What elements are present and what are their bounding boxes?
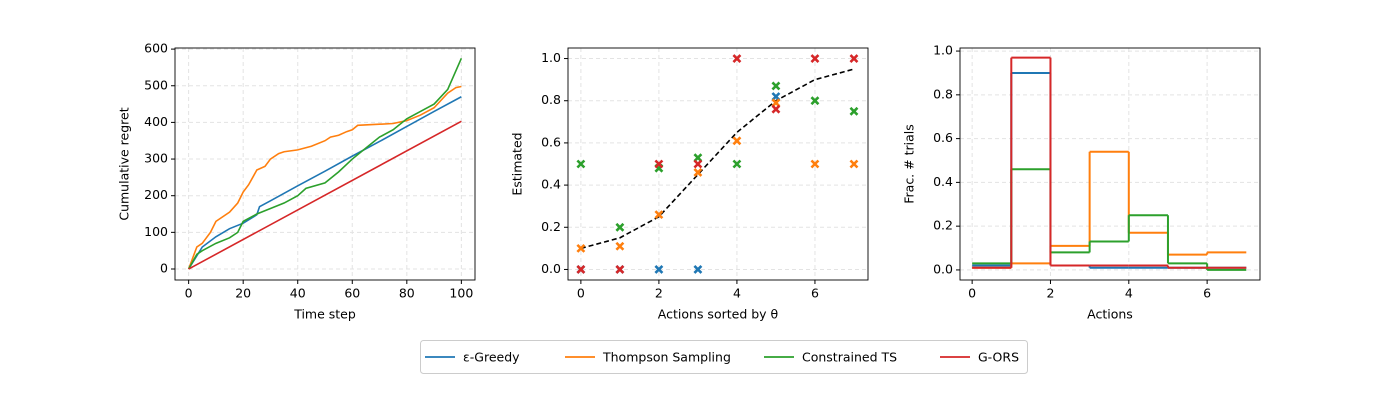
legend-label: ε-Greedy	[463, 350, 520, 365]
x-axis-label: Actions	[1087, 307, 1133, 322]
scatter-point	[615, 265, 625, 274]
scatter-point	[576, 243, 586, 253]
scatter-point	[576, 159, 586, 169]
x-tick-label: 40	[290, 286, 306, 301]
scatter-point	[693, 168, 703, 177]
x-tick-label: 6	[811, 286, 819, 301]
x-tick-label: 80	[399, 286, 415, 301]
axes-frame	[174, 47, 476, 281]
scatter-point	[771, 104, 781, 114]
scatter-point	[615, 241, 625, 251]
y-tick-label: 0.0	[541, 261, 561, 276]
y-axis-label: Estimated	[510, 132, 525, 195]
y-tick-label: 0.0	[933, 261, 953, 276]
line-series	[187, 85, 462, 270]
reference-line	[580, 68, 855, 250]
scatter-point	[576, 265, 586, 274]
scatter-point	[732, 54, 742, 63]
y-tick-label: 0	[160, 261, 168, 276]
x-tick-label: 100	[449, 286, 473, 301]
scatter-point	[810, 159, 820, 169]
x-axis-label: Actions sorted by θ	[658, 307, 778, 322]
y-axis-label: Cumulative regret	[117, 107, 132, 220]
scatter-point	[810, 54, 820, 63]
x-tick-label: 0	[968, 286, 976, 301]
y-tick-label: 1.0	[933, 43, 953, 58]
y-tick-label: 1.0	[541, 50, 561, 65]
scatter-point	[615, 222, 625, 232]
y-tick-label: 0.4	[933, 174, 953, 189]
x-tick-label: 0	[185, 286, 193, 301]
x-tick-label: 20	[235, 286, 251, 301]
scatter-point	[732, 136, 742, 146]
x-tick-label: 60	[344, 286, 360, 301]
scatter-point	[693, 159, 703, 169]
line-series	[188, 120, 462, 270]
line-series	[187, 57, 463, 270]
y-tick-label: 400	[144, 114, 168, 129]
scatter-point	[849, 54, 859, 63]
legend-label: Constrained TS	[802, 350, 897, 365]
line-series	[187, 96, 462, 270]
scatter-point	[654, 265, 664, 274]
y-tick-label: 500	[144, 77, 168, 92]
scatter-point	[849, 106, 859, 116]
scatter-point	[732, 159, 742, 169]
y-tick-label: 300	[144, 151, 168, 166]
y-axis-label: Frac. # trials	[902, 124, 917, 204]
scatter-point	[849, 159, 859, 169]
x-tick-label: 4	[1125, 286, 1133, 301]
axes-frame	[567, 47, 869, 281]
axes-frame	[959, 47, 1261, 281]
y-tick-label: 0.8	[933, 86, 953, 101]
x-tick-label: 2	[655, 286, 663, 301]
y-tick-label: 0.2	[541, 219, 561, 234]
x-tick-label: 2	[1046, 286, 1054, 301]
y-tick-label: 0.6	[541, 134, 561, 149]
legend-label: Thompson Sampling	[602, 350, 731, 365]
y-tick-label: 0.4	[541, 177, 561, 192]
x-axis-label: Time step	[293, 307, 356, 322]
y-tick-label: 0.8	[541, 92, 561, 107]
x-tick-label: 6	[1203, 286, 1211, 301]
y-tick-label: 600	[144, 41, 168, 56]
scatter-point	[693, 265, 703, 274]
scatter-point	[654, 159, 664, 169]
x-tick-label: 0	[577, 286, 585, 301]
scatter-point	[810, 96, 820, 106]
y-tick-label: 0.6	[933, 130, 953, 145]
x-tick-label: 4	[733, 286, 741, 301]
y-tick-label: 0.2	[933, 218, 953, 233]
scatter-point	[654, 210, 664, 220]
legend-label: G-ORS	[978, 350, 1019, 365]
y-tick-label: 100	[144, 224, 168, 239]
legend-box	[420, 340, 1028, 374]
scatter-point	[771, 81, 781, 91]
y-tick-label: 200	[144, 187, 168, 202]
